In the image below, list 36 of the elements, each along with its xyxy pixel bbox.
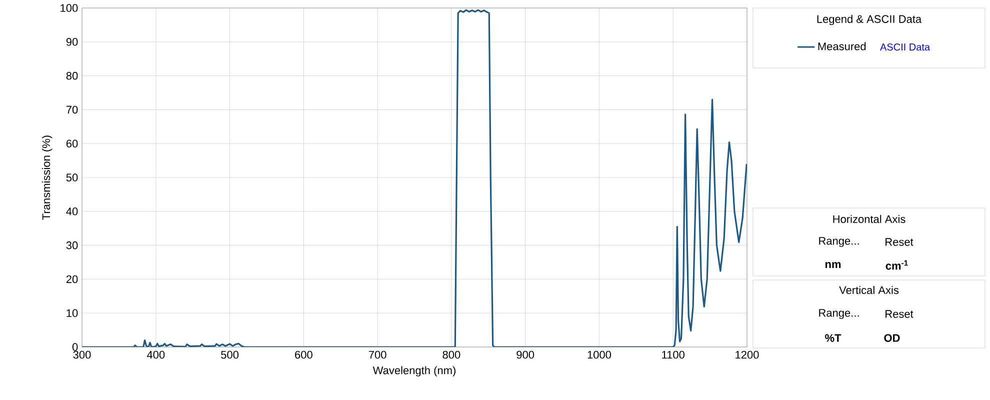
text: Range... xyxy=(819,309,859,319)
y-tick-label: 30 xyxy=(66,241,78,250)
x-tick-label: 600 xyxy=(295,350,312,359)
y-tick-label: 100 xyxy=(60,4,78,12)
x-axis-title: Wavelength (nm) xyxy=(372,366,456,376)
x-tick-label: 400 xyxy=(146,350,165,359)
text: OD xyxy=(884,334,900,342)
y-tick-label: 90 xyxy=(66,38,78,46)
x-tick-label: 800 xyxy=(442,350,460,359)
text: Range... xyxy=(819,237,859,247)
y-tick-label: 0 xyxy=(72,343,78,351)
x-tick-label: 900 xyxy=(516,350,534,359)
text: Horizontal Axis xyxy=(833,214,906,224)
text: ASCII Data xyxy=(880,43,930,51)
y-tick-label: 80 xyxy=(66,72,78,80)
text: Reset xyxy=(886,238,914,246)
x-tick-label: 300 xyxy=(73,350,91,359)
text: nm xyxy=(825,262,841,268)
x-tick-label: 500 xyxy=(221,350,239,359)
y-tick-label: 20 xyxy=(66,275,78,284)
y-tick-label: 50 xyxy=(66,174,78,182)
text: Reset xyxy=(886,310,914,318)
x-tick-label: 1000 xyxy=(588,350,612,359)
legend-title: Legend & ASCII Data xyxy=(817,14,922,26)
y-axis-title: Transmission (%) xyxy=(42,136,52,220)
text: Vertical Axis xyxy=(839,286,899,294)
y-tick-label: 70 xyxy=(66,106,78,114)
text: %T xyxy=(825,334,842,342)
text: cm$^{-1}$ xyxy=(886,260,908,270)
x-tick-label: 1200 xyxy=(736,350,759,359)
y-tick-label: 10 xyxy=(66,309,78,317)
y-tick-label: 40 xyxy=(66,208,78,216)
x-tick-label: 700 xyxy=(368,350,386,359)
legend-label: Measured xyxy=(818,42,866,50)
y-tick-label: 60 xyxy=(66,140,78,148)
x-tick-label: 1100 xyxy=(662,350,684,359)
